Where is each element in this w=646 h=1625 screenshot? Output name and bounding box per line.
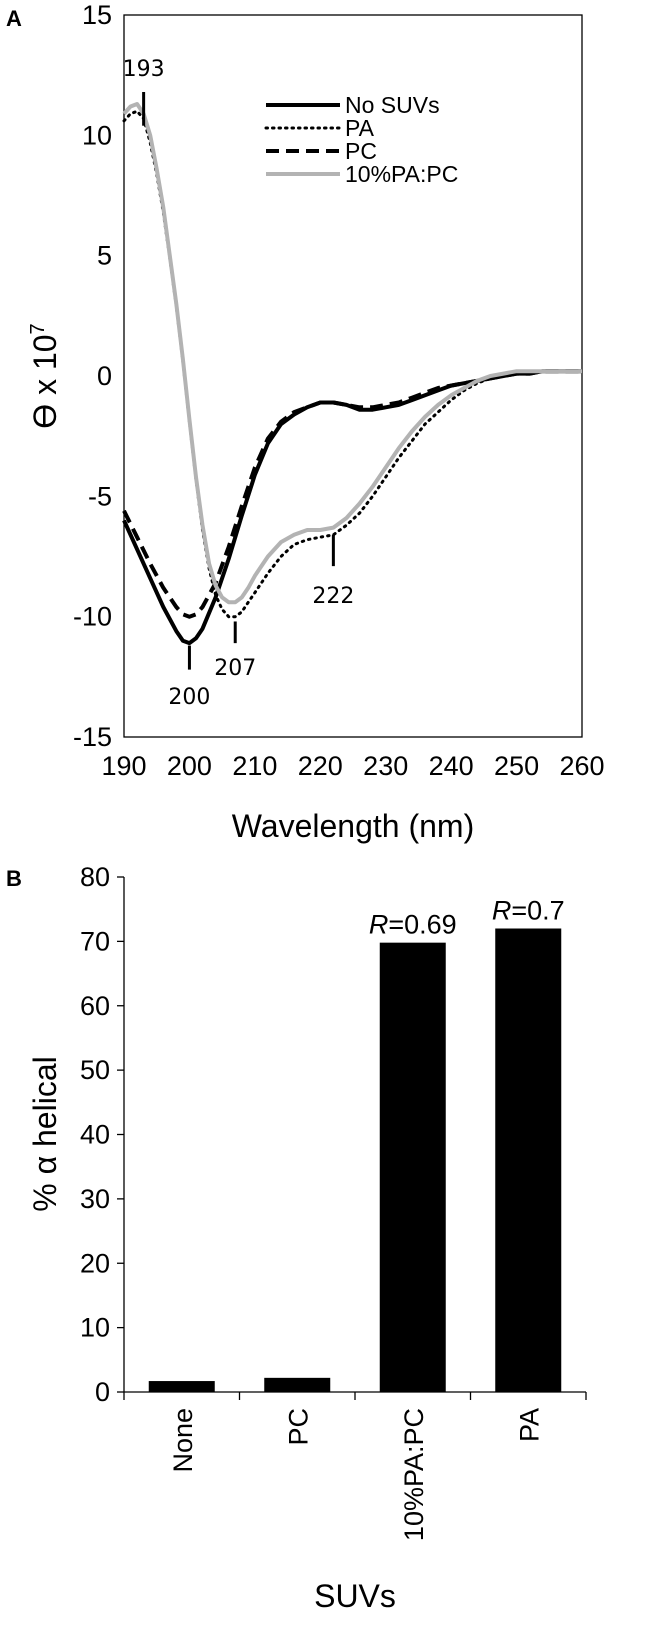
- panel-a-peak-label: 193: [123, 57, 165, 82]
- panel-a-y-tick-label: -5: [88, 481, 112, 511]
- panel-b-y-tick-label: 60: [80, 991, 110, 1021]
- panel-a-y-axis-title-main: ϴ x 10: [27, 334, 63, 428]
- panel-b-y-tick-label: 40: [80, 1120, 110, 1150]
- panel-a-y-tick-label: -15: [73, 722, 112, 752]
- panel-a-x-tick-label: 230: [363, 751, 408, 781]
- panel-b-y-tick-label: 20: [80, 1248, 110, 1278]
- panel-a-y-tick-label: 15: [82, 0, 112, 30]
- panel-a-legend-label: PA: [345, 115, 375, 141]
- panel-a-y-tick-label: 0: [97, 361, 112, 391]
- panel-a-series-line-3: [122, 369, 582, 619]
- panel-b-bar: [495, 928, 562, 1392]
- panel-a-y-tick-label: -10: [73, 602, 112, 632]
- panel-b-letter: B: [6, 866, 22, 891]
- panel-b-category-label: PC: [283, 1408, 313, 1446]
- panel-a-peak-label: 200: [168, 685, 210, 710]
- panel-a-legend-label: 10%PA:PC: [345, 161, 458, 187]
- panel-b-category-label: 10%PA:PC: [399, 1408, 429, 1541]
- panel-b-category-label: PA: [514, 1408, 544, 1442]
- panel-b-y-tick-label: 50: [80, 1055, 110, 1085]
- panel-a-y-axis-title: ϴ x 107: [27, 323, 63, 428]
- panel-b-bar-annotation: R=0.69: [369, 910, 457, 940]
- panel-a-x-tick-label: 250: [494, 751, 539, 781]
- panel-a-line-chart: A 190 200 210 220 230 240 250 260 -15 -10 -5 0 5 10 15…: [6, 0, 605, 844]
- panel-b-bar-annotation: R=0.7: [492, 896, 565, 926]
- panel-a-legend-label: PC: [345, 138, 377, 164]
- panel-b-bar-annotation-symbol: R: [492, 896, 512, 926]
- panel-b-bar-annotation-value: =0.69: [388, 910, 456, 940]
- panel-a-x-tick-label: 240: [429, 751, 474, 781]
- panel-b-y-tick-label: 10: [80, 1313, 110, 1343]
- panel-a-peak-label: 207: [214, 656, 256, 681]
- panel-a-x-tick-label: 190: [101, 751, 146, 781]
- panel-b-bar: [264, 1377, 331, 1392]
- panel-b-x-axis-title: SUVs: [314, 1578, 396, 1614]
- panel-b-y-axis-title: % α helical: [27, 1056, 63, 1211]
- panel-a-x-tick-label: 220: [298, 751, 343, 781]
- panel-b-bar-annotation-value: =0.7: [511, 896, 564, 926]
- panel-a-legend-label: No SUVs: [345, 92, 440, 118]
- panel-a-series-line-2: [122, 109, 584, 619]
- panel-b-y-tick-label: 0: [95, 1377, 110, 1407]
- panel-b-y-tick-label: 70: [80, 926, 110, 956]
- panel-a-x-tick-label: 210: [232, 751, 277, 781]
- panel-b-bar: [379, 942, 446, 1392]
- panel-a-y-tick-label: 10: [82, 120, 112, 150]
- panel-a-x-tick-label: 200: [167, 751, 212, 781]
- panel-b-y-tick-label: 30: [80, 1184, 110, 1214]
- panel-a-y-axis-title-exponent: 7: [27, 323, 49, 334]
- panel-b-bar-annotation-symbol: R: [369, 910, 389, 940]
- panel-a-plot-frame: [123, 14, 583, 738]
- panel-a-y-tick-label: 5: [97, 241, 112, 271]
- panel-a-x-axis-title: Wavelength (nm): [232, 808, 474, 844]
- panel-a-letter: A: [6, 6, 22, 31]
- panel-b-category-label: None: [168, 1408, 198, 1473]
- panel-a-peak-label: 222: [312, 584, 354, 609]
- panel-b-bar: [148, 1381, 215, 1392]
- panel-a-x-tick-label: 260: [559, 751, 604, 781]
- panel-a-series-line-4: [122, 102, 582, 605]
- panel-b-y-tick-label: 80: [80, 862, 110, 892]
